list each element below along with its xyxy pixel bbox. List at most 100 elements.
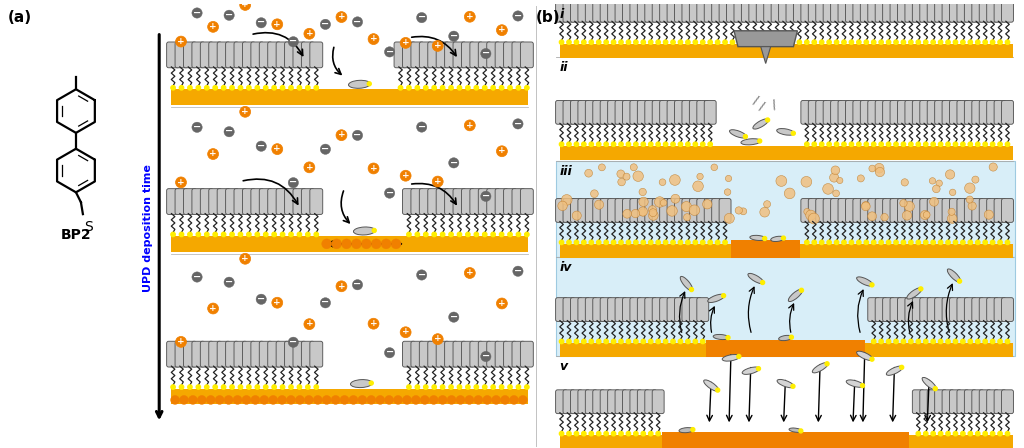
FancyBboxPatch shape [167, 341, 179, 367]
FancyBboxPatch shape [301, 42, 314, 68]
FancyBboxPatch shape [470, 42, 482, 68]
Circle shape [240, 0, 251, 10]
FancyBboxPatch shape [942, 390, 954, 414]
Circle shape [968, 40, 973, 44]
Circle shape [559, 431, 564, 436]
Circle shape [700, 339, 705, 344]
Circle shape [508, 385, 512, 389]
Circle shape [664, 339, 668, 344]
Circle shape [894, 240, 898, 245]
Circle shape [424, 385, 428, 389]
Circle shape [805, 240, 809, 245]
Circle shape [638, 207, 647, 216]
Circle shape [205, 86, 209, 90]
Circle shape [776, 176, 786, 186]
FancyBboxPatch shape [630, 297, 642, 322]
Circle shape [400, 327, 411, 338]
FancyBboxPatch shape [935, 297, 946, 322]
Circle shape [215, 396, 224, 405]
FancyBboxPatch shape [659, 198, 672, 222]
Circle shape [208, 303, 218, 314]
FancyBboxPatch shape [867, 198, 880, 222]
FancyBboxPatch shape [652, 390, 665, 414]
FancyBboxPatch shape [436, 189, 450, 215]
FancyBboxPatch shape [965, 198, 976, 222]
FancyBboxPatch shape [846, 198, 857, 222]
FancyBboxPatch shape [890, 100, 902, 124]
FancyBboxPatch shape [276, 189, 289, 215]
Circle shape [972, 176, 979, 183]
FancyBboxPatch shape [957, 297, 969, 322]
Circle shape [667, 206, 677, 216]
Circle shape [342, 239, 351, 249]
Text: −: − [225, 277, 233, 287]
FancyBboxPatch shape [251, 341, 264, 367]
Circle shape [574, 240, 579, 245]
Circle shape [857, 175, 864, 182]
Text: −: − [257, 141, 265, 151]
Circle shape [933, 387, 937, 391]
FancyBboxPatch shape [556, 390, 567, 414]
Text: +: + [273, 298, 282, 307]
Circle shape [799, 429, 803, 433]
FancyBboxPatch shape [927, 198, 939, 222]
Circle shape [967, 196, 974, 203]
Circle shape [516, 86, 520, 90]
Circle shape [332, 239, 342, 249]
FancyBboxPatch shape [927, 297, 939, 322]
Text: −: − [482, 191, 489, 201]
FancyBboxPatch shape [428, 341, 440, 367]
Circle shape [255, 232, 259, 237]
FancyBboxPatch shape [293, 42, 306, 68]
Circle shape [961, 339, 965, 344]
Text: +: + [177, 37, 184, 46]
FancyBboxPatch shape [965, 0, 976, 22]
Ellipse shape [722, 354, 739, 361]
Circle shape [561, 194, 572, 205]
FancyBboxPatch shape [217, 189, 230, 215]
FancyBboxPatch shape [637, 198, 649, 222]
Text: +: + [466, 268, 474, 277]
Circle shape [716, 240, 720, 245]
FancyBboxPatch shape [972, 390, 984, 414]
FancyBboxPatch shape [659, 0, 672, 22]
FancyBboxPatch shape [630, 100, 642, 124]
Circle shape [627, 240, 631, 245]
Text: −: − [322, 297, 330, 307]
FancyBboxPatch shape [630, 390, 642, 414]
Circle shape [466, 232, 470, 237]
Circle shape [766, 118, 770, 122]
Text: +: + [305, 319, 313, 328]
Circle shape [801, 177, 812, 187]
Circle shape [726, 336, 730, 340]
Circle shape [474, 232, 478, 237]
FancyBboxPatch shape [578, 100, 590, 124]
FancyBboxPatch shape [225, 341, 239, 367]
Ellipse shape [777, 129, 795, 135]
FancyBboxPatch shape [411, 42, 424, 68]
FancyBboxPatch shape [615, 0, 627, 22]
Text: iii: iii [559, 164, 572, 177]
Circle shape [574, 40, 579, 44]
Circle shape [924, 431, 928, 436]
FancyBboxPatch shape [586, 297, 597, 322]
Circle shape [490, 385, 496, 389]
FancyBboxPatch shape [411, 189, 424, 215]
Circle shape [567, 339, 571, 344]
Circle shape [983, 142, 987, 146]
Circle shape [297, 86, 302, 90]
FancyBboxPatch shape [310, 341, 323, 367]
Circle shape [458, 385, 462, 389]
Text: ii: ii [559, 60, 568, 73]
Circle shape [946, 431, 950, 436]
Circle shape [239, 385, 243, 389]
FancyBboxPatch shape [897, 100, 909, 124]
Bar [171, 388, 527, 405]
Circle shape [997, 240, 1002, 245]
Circle shape [924, 211, 930, 218]
FancyBboxPatch shape [920, 100, 932, 124]
Circle shape [953, 40, 957, 44]
Circle shape [559, 142, 564, 146]
FancyBboxPatch shape [504, 42, 516, 68]
Circle shape [191, 122, 202, 133]
